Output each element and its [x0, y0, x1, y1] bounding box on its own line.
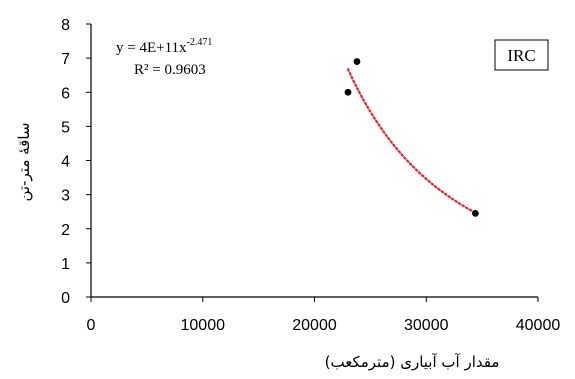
y-tick-label: 2: [61, 222, 70, 239]
x-tick-label: 0: [87, 317, 96, 334]
y-axis-title: ساقۀ متر-تن: [15, 123, 33, 202]
y-tick-label: 4: [61, 154, 70, 171]
y-tick-labels: 0 1 2 3 4 5 6 7 8: [61, 17, 70, 307]
y-tick-label: 0: [61, 290, 70, 307]
r-squared-label: R² = 0.9603: [134, 62, 206, 78]
x-tick-label: 20000: [292, 317, 337, 334]
x-tick-label: 30000: [404, 317, 449, 334]
axes: [86, 23, 539, 302]
data-point: [353, 58, 361, 65]
data-points: [344, 58, 479, 217]
trendline-equation: y = 4E+11x-2.471: [116, 37, 212, 56]
y-tick-label: 5: [61, 119, 70, 136]
trendline: [346, 68, 477, 214]
y-tick-label: 3: [61, 188, 70, 205]
x-axis-title: مقدار آب آبیاری (مترمکعب): [325, 353, 500, 371]
y-tick-label: 7: [61, 51, 70, 68]
x-tick-label: 10000: [181, 317, 226, 334]
x-tick-labels: 0 10000 20000 30000 40000: [87, 317, 561, 334]
annotation-box: [494, 39, 549, 71]
x-tick-label: 40000: [516, 317, 561, 334]
data-point: [472, 209, 479, 217]
y-tick-label: 8: [61, 17, 70, 34]
y-tick-label: 1: [61, 256, 70, 273]
trendline-curve: [346, 68, 477, 214]
data-point: [344, 88, 352, 96]
annotation-label: IRC: [507, 46, 535, 65]
y-tick-label: 6: [61, 85, 70, 102]
